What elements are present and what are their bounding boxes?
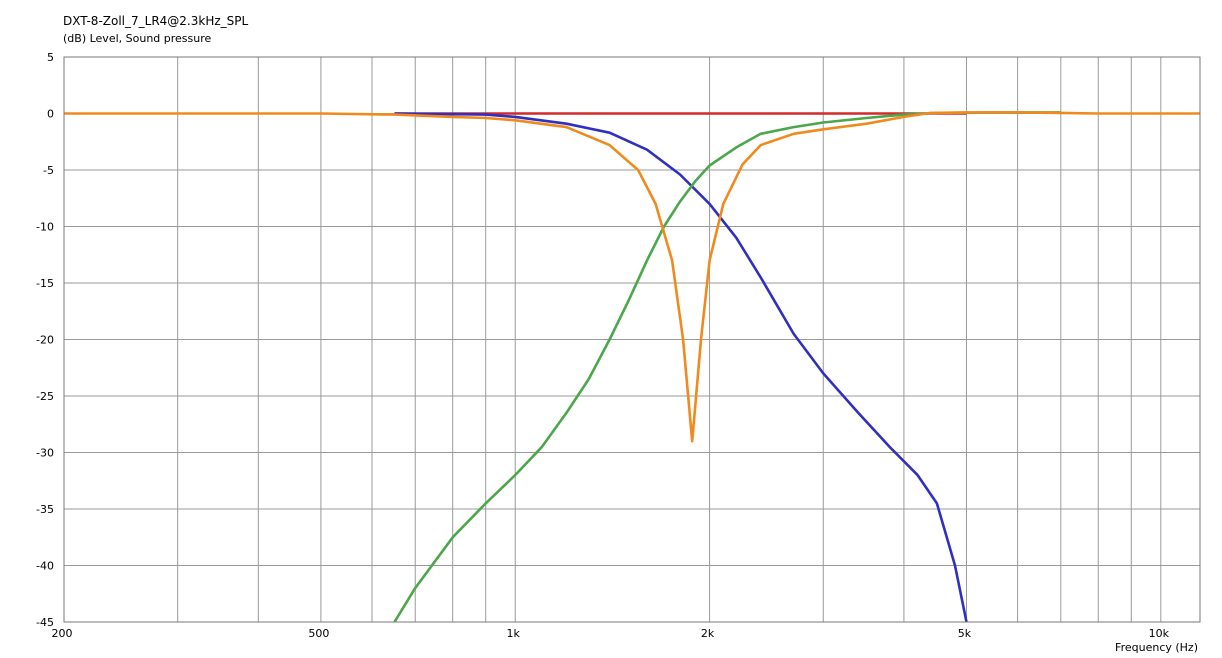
y-tick-label: 0 xyxy=(47,108,54,121)
y-tick-label: -10 xyxy=(36,221,54,234)
y-tick-label: -20 xyxy=(36,334,54,347)
y-tick-label: 5 xyxy=(47,51,54,64)
series-layer xyxy=(64,111,1200,623)
x-tick-labels: 200 500 1k 2k 5k 10k xyxy=(52,627,1170,640)
x-axis-label: Frequency (Hz) xyxy=(1115,641,1198,654)
y-tick-label: -15 xyxy=(36,277,54,290)
y-tick-label: -30 xyxy=(36,447,54,460)
x-tick-label: 2k xyxy=(701,627,715,640)
y-axis-label: (dB) Level, Sound pressure xyxy=(63,32,212,45)
series-line-2 xyxy=(394,112,968,623)
x-tick-label: 200 xyxy=(52,627,73,640)
x-tick-label: 10k xyxy=(1149,627,1170,640)
chart-title: DXT-8-Zoll_7_LR4@2.3kHz_SPL xyxy=(63,14,249,28)
x-tick-label: 5k xyxy=(958,627,972,640)
x-tick-label: 1k xyxy=(507,627,521,640)
y-tick-label: -25 xyxy=(36,390,54,403)
y-tick-labels: 5 0 -5 -10 -15 -20 -25 -30 -35 -40 -45 xyxy=(36,51,54,629)
series-line-4 xyxy=(64,111,1200,443)
y-tick-label: -35 xyxy=(36,503,54,516)
y-tick-label: -40 xyxy=(36,560,54,573)
y-tick-label: -5 xyxy=(43,164,54,177)
y-tick-label: -45 xyxy=(36,616,54,629)
x-tick-label: 500 xyxy=(308,627,329,640)
series-line-3 xyxy=(393,111,1061,623)
plot-frame xyxy=(63,56,1201,623)
